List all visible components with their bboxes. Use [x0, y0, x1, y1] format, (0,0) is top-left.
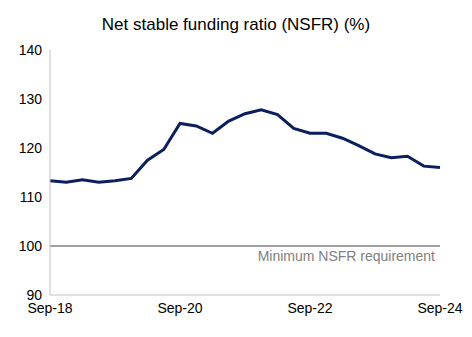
- svg-text:Minimum NSFR requirement: Minimum NSFR requirement: [258, 248, 435, 264]
- svg-text:Sep-20: Sep-20: [157, 300, 202, 316]
- html-text:Net stable funding ratio (NSFR: Net stable funding ratio (NSFR) (%): [101, 15, 371, 34]
- svg-text:130: 130: [19, 91, 43, 107]
- svg-text:100: 100: [19, 238, 43, 254]
- svg-text:120: 120: [19, 140, 43, 156]
- svg-text:Sep-24: Sep-24: [417, 300, 462, 316]
- svg-text:110: 110: [20, 189, 43, 205]
- svg-text:140: 140: [19, 42, 43, 58]
- svg-text:90: 90: [26, 287, 42, 303]
- svg-text:Sep-22: Sep-22: [287, 300, 332, 316]
- svg-text:Sep-18: Sep-18: [27, 299, 73, 316]
